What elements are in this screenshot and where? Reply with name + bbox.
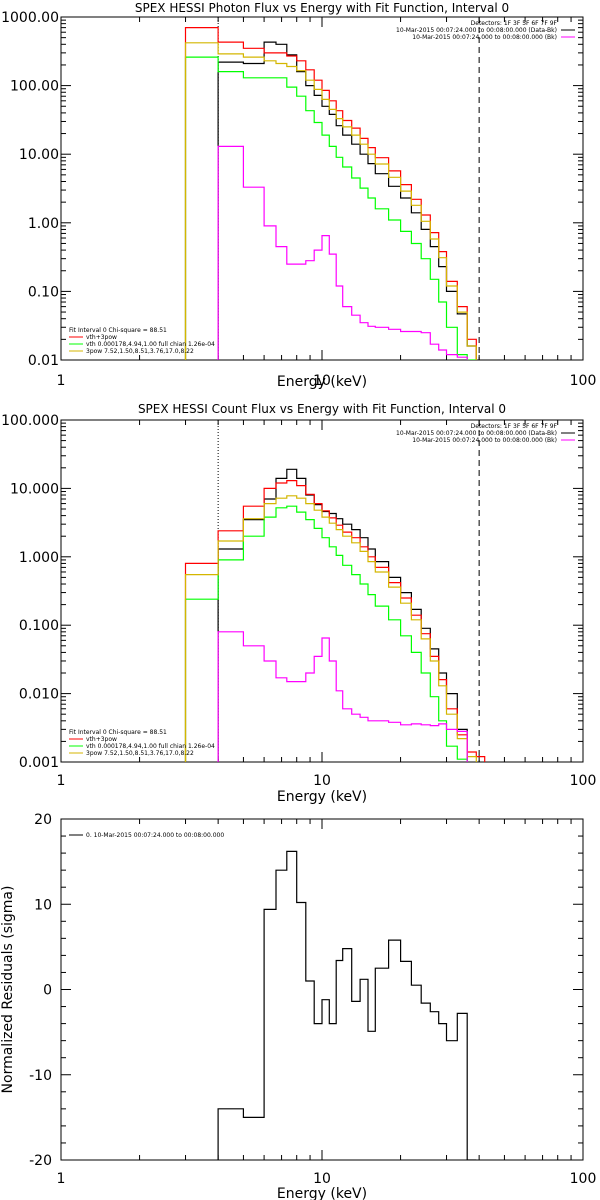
legend-entry: 0. 10-Mar-2015 00:07:24.000 to 00:08:00.… xyxy=(86,832,224,839)
chart-panel-3 xyxy=(60,818,584,1161)
legend-bottom-entry: vth+3pow xyxy=(86,334,117,341)
series-line-3 xyxy=(184,56,477,360)
series-line-2 xyxy=(184,27,477,360)
legend-top-entry: Detectors: 1F 3F 5F 6F 7F 9F xyxy=(471,423,558,430)
y-tick-label: 10.00 xyxy=(19,147,59,163)
legend-top-entry: 10-Mar-2015 00:07:24.000 to 00:08:00.000… xyxy=(396,430,557,437)
series-line-3 xyxy=(184,505,468,762)
legend-top-entry: 10-Mar-2015 00:07:24.000 to 00:08:00.000… xyxy=(412,437,557,444)
y-tick-label: 0.001 xyxy=(19,755,59,771)
legend-bottom-entry: Fit Interval 0 Chi-square = 88.51 xyxy=(69,327,167,334)
legend-bottom-entry: Fit Interval 0 Chi-square = 88.51 xyxy=(69,729,167,736)
x-axis-label: Energy (keV) xyxy=(277,374,367,390)
y-tick-label: 1.000 xyxy=(19,550,59,566)
y-tick-label: 100.00 xyxy=(10,79,59,95)
legend-bottom-entry: 3pow 7.52,1.50,8.51,3.76,17.0,8.22 xyxy=(86,750,194,757)
y-tick-label: -20 xyxy=(29,1153,52,1169)
axes-frame xyxy=(60,419,584,763)
y-tick-label: 1000.00 xyxy=(1,10,59,26)
legend-top-entry: 10-Mar-2015 00:07:24.000 to 00:08:00.000… xyxy=(412,34,557,41)
x-tick-label: 1 xyxy=(57,773,66,789)
series-line-1 xyxy=(217,850,477,1160)
y-tick-label: 20 xyxy=(34,812,52,828)
chart-panel-1 xyxy=(60,16,584,361)
legend-bottom-entry: 3pow 7.52,1.50,8.51,3.76,17.0,8.22 xyxy=(86,348,194,355)
legend-bottom-entry: vth 0.000178,4.94,1.00 full chian 1.26e-… xyxy=(86,341,215,348)
series-line-1 xyxy=(217,468,468,762)
y-axis-label: Normalized Residuals (sigma) xyxy=(0,886,16,1094)
series-line-1 xyxy=(217,41,477,360)
series-line-4 xyxy=(184,495,477,762)
legend-top-entry: Detectors: 1F 3F 5F 6F 7F 9F xyxy=(471,20,558,27)
x-tick-label: 1 xyxy=(57,373,66,389)
axes-frame xyxy=(60,818,584,1161)
legend-bottom-entry: vth+3pow xyxy=(86,736,117,743)
x-tick-label: 10 xyxy=(313,373,331,389)
chart-title: SPEX HESSI Count Flux vs Energy with Fit… xyxy=(138,402,506,416)
series-line-5 xyxy=(217,145,468,360)
axes-frame xyxy=(60,16,584,361)
y-tick-label: 0.01 xyxy=(28,353,59,369)
y-tick-label: 10 xyxy=(34,897,52,913)
legend-top-entry: 10-Mar-2015 00:07:24.000 to 00:08:00.000… xyxy=(396,27,557,34)
chart-panel-2 xyxy=(60,419,584,763)
legend-bottom-entry: vth 0.000178,4.94,1.00 full chian 1.26e-… xyxy=(86,743,215,750)
x-tick-label: 1 xyxy=(57,1171,66,1187)
x-tick-label: 100 xyxy=(570,1171,597,1187)
x-tick-label: 100 xyxy=(570,373,597,389)
chart-title: SPEX HESSI Photon Flux vs Energy with Fi… xyxy=(135,1,509,15)
series-line-4 xyxy=(184,42,477,360)
x-axis-label: Energy (keV) xyxy=(277,1186,367,1200)
y-tick-label: 0.010 xyxy=(19,687,59,703)
y-tick-label: 0.100 xyxy=(19,618,59,634)
series-line-2 xyxy=(184,480,486,762)
x-tick-label: 100 xyxy=(570,773,597,789)
x-axis-label: Energy (keV) xyxy=(277,789,367,805)
y-tick-label: 0.10 xyxy=(28,284,59,300)
y-tick-label: 1.00 xyxy=(28,216,59,232)
y-tick-label: 0 xyxy=(43,983,52,999)
x-tick-label: 10 xyxy=(313,773,331,789)
x-tick-label: 10 xyxy=(313,1171,331,1187)
y-tick-label: 100.000 xyxy=(1,413,59,429)
y-tick-label: -10 xyxy=(29,1068,52,1084)
series-line-5 xyxy=(217,631,468,762)
y-tick-label: 10.000 xyxy=(10,481,59,497)
